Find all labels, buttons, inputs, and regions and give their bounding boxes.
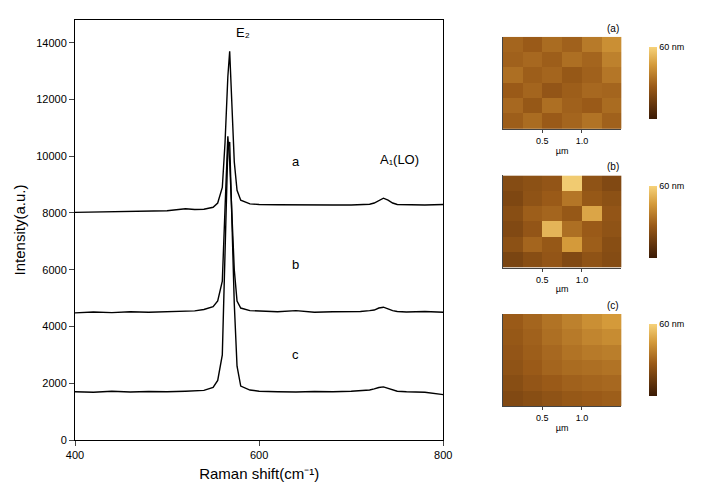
svg-text:14000: 14000 [36, 37, 67, 49]
svg-text:4000: 4000 [42, 320, 66, 332]
svg-text:µm: µm [556, 423, 569, 433]
svg-text:600: 600 [250, 449, 268, 461]
svg-text:0: 0 [61, 434, 67, 446]
svg-text:8000: 8000 [42, 207, 66, 219]
svg-text:(b): (b) [607, 161, 619, 172]
svg-text:60 nm: 60 nm [659, 42, 684, 52]
svg-text:µm: µm [556, 284, 569, 294]
svg-text:0.5: 0.5 [536, 136, 549, 146]
svg-text:60 nm: 60 nm [659, 319, 684, 329]
svg-text:2000: 2000 [42, 377, 66, 389]
svg-text:800: 800 [434, 449, 452, 461]
svg-text:12000: 12000 [36, 93, 67, 105]
svg-text:0.5: 0.5 [536, 275, 549, 285]
svg-text:µm: µm [556, 146, 569, 156]
svg-text:(c): (c) [607, 300, 619, 311]
svg-text:1.0: 1.0 [576, 136, 589, 146]
svg-text:400: 400 [66, 449, 84, 461]
svg-text:c: c [292, 347, 299, 362]
svg-text:Intensity(a.u.): Intensity(a.u.) [11, 185, 28, 276]
svg-text:10000: 10000 [36, 150, 67, 162]
svg-text:Raman shift(cm⁻¹): Raman shift(cm⁻¹) [199, 465, 319, 482]
svg-text:0.5: 0.5 [536, 413, 549, 423]
svg-text:1.0: 1.0 [576, 275, 589, 285]
svg-text:6000: 6000 [42, 264, 66, 276]
svg-text:b: b [292, 257, 299, 272]
svg-text:(a): (a) [607, 23, 619, 34]
svg-text:1.0: 1.0 [576, 413, 589, 423]
svg-text:E₂: E₂ [236, 25, 250, 40]
svg-text:A₁(LO): A₁(LO) [380, 152, 419, 167]
svg-text:60 nm: 60 nm [659, 181, 684, 191]
svg-text:a: a [292, 154, 300, 169]
